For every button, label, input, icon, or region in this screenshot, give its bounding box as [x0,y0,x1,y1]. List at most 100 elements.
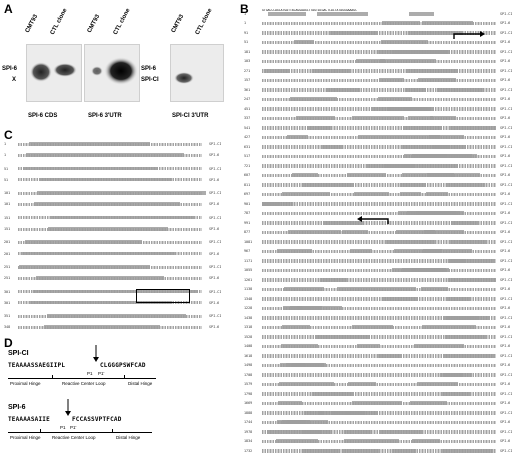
b-row-sequence [262,21,496,25]
spi6-bracket-line [8,432,152,433]
spi6-proximal-hinge: Proximal Hinge [10,435,41,440]
b-row-number: 607 [244,173,251,178]
b-row-highlight [282,192,330,196]
blot1-band-x-label: X [12,77,17,83]
b-row-highlight [324,221,364,225]
b-row-tag: SPI-6 [500,401,511,406]
b-row-sequence [262,382,496,386]
b-row-number: 877 [244,230,251,235]
b-row-number: 517 [244,154,251,159]
b-row-number: 1618 [244,354,253,358]
b-row-highlight [312,392,353,396]
b-row-sequence [262,278,496,282]
c-row-highlight [40,177,172,182]
b-row-sequence [262,449,496,453]
c-row-number: 251 [4,265,11,269]
b-row-sequence [262,268,496,272]
b-row-highlight [282,325,310,329]
b-row-highlight [442,392,470,396]
b-row-highlight [354,192,389,196]
c-row-number: 151 [4,227,11,231]
panel-a-letter: A [4,2,13,16]
b-row-tag: SPI-CI [500,164,513,168]
c-row-tag: SPI-CI [209,265,222,269]
c-row-tag: SPI-6 [209,202,220,207]
b-row-highlight [317,12,368,16]
b-row-highlight [405,88,426,92]
b-row-number: 1 [244,12,247,16]
c-row-highlight [33,289,198,294]
c-row-tag: SPI-CI [209,166,222,171]
c-row-highlight [34,202,180,206]
b-row-highlight [292,363,324,367]
c-row-number: 201 [4,240,11,245]
c-row-number: 201 [4,251,11,256]
c-row-number: 301 [4,289,11,294]
b-row-number: 451 [244,107,251,111]
b-row-highlight [418,78,456,82]
b-row-tag: SPI-CI [500,145,513,149]
b-row-number: 1408 [244,344,253,349]
b-row-highlight [326,88,360,92]
c-row-highlight [19,265,150,269]
b-row-number: 1528 [244,335,253,339]
b-row-number: 631 [244,145,251,149]
b-row-highlight [381,40,428,44]
b-row-number: 1744 [244,420,253,425]
b-row-sequence [262,183,496,187]
spi6-distal-hinge: Distal Hinge [116,435,141,440]
b-row-highlight [445,335,486,339]
b-row-tag: SPI-6 [500,116,511,121]
b-row-tag: SPI-6 [500,21,511,26]
blot2-band-spi6-label: SPI-6 [141,66,157,72]
b-row-number: 1 [244,21,247,26]
b-row-tag: SPI-CI [500,240,513,244]
b-row-highlight [344,439,399,443]
b-row-tag: SPI-CI [500,259,513,263]
b-row-tag: SPI-6 [500,306,511,311]
b-row-highlight [277,249,312,253]
c-row-tag: SPI-CI [209,191,222,196]
b-row-highlight [449,259,494,263]
c-row-number: 351 [4,314,11,319]
b-row-highlight [372,107,428,111]
b-row-number: 1798 [244,392,253,396]
b-row-tag: SPI-CI [500,297,513,301]
b-row-highlight [414,344,464,348]
spi6-p1prime: P1' [70,425,77,430]
b-row-highlight [382,297,418,301]
b-row-highlight [278,401,302,405]
b-row-tag: SPI-CI [500,31,513,35]
b-row-tag: SPI-6 [500,439,511,444]
b-row-highlight [320,278,347,282]
c-row-number: 101 [4,202,11,207]
b-row-highlight [392,50,448,54]
b-row-highlight [380,59,436,63]
b-row-highlight [356,59,385,63]
protein-alignment: 1 SPI-CI 1 SPI-6 51 SPI-CI 51 SPI-6 101 SPI-CI 101… [4,142,236,338]
nucleotide-alignment: 1 SPI-CI 1 SPI-6 91 SPI-CI 51 SPI-6 181 SPI-CI 103… [240,8,518,456]
spici-rcl: Reactive Center Loop [62,381,106,386]
b-row-tag: SPI-6 [500,287,511,292]
b-row-sequence [262,230,496,234]
b-row-highlight [268,12,306,16]
b-row-highlight [352,325,393,329]
b-row-number: 51 [244,40,249,45]
c-row-number: 301 [4,300,11,305]
b-row-sequence [262,211,496,215]
b-row-number: 1438 [244,316,253,320]
b-row-highlight [392,449,416,453]
b-row-number: 1888 [244,411,253,415]
b-row-sequence [262,316,496,320]
blot2-band-spici-label: SPI-CI [141,77,159,83]
b-row-highlight [346,411,365,415]
b-row-number: 541 [244,126,251,130]
b-row-highlight [404,154,447,158]
b-row-highlight [279,382,334,386]
b-row-highlight [424,230,464,234]
spici-seq-right: CLGGGPSWFCAD [100,362,146,369]
b-row-highlight [392,268,449,272]
b-row-tag: SPI-CI [500,183,513,187]
b-row-highlight [422,325,476,329]
b-row-tag: SPI-CI [500,392,513,396]
